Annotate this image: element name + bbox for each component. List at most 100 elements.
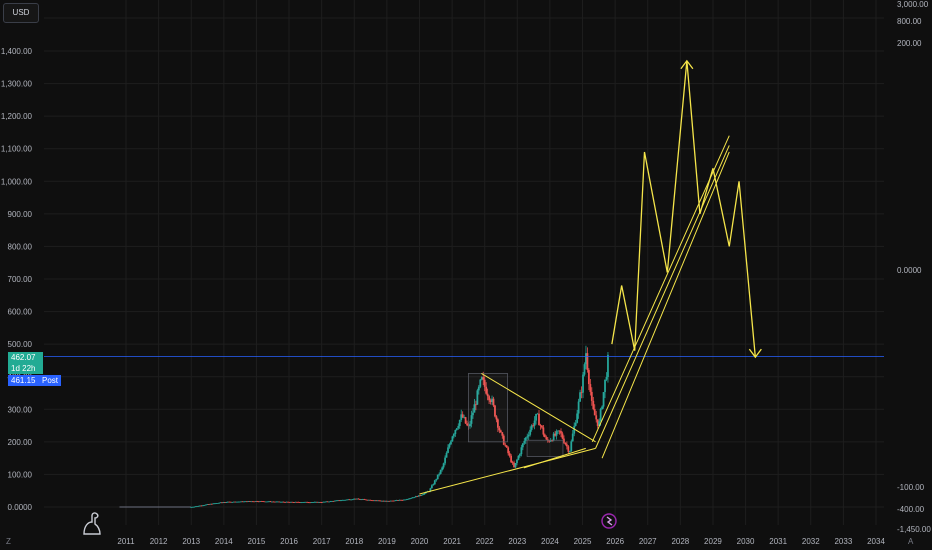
candles	[119, 345, 609, 508]
candle-body	[202, 505, 204, 507]
candle-body	[520, 447, 523, 455]
candle-body	[316, 501, 319, 503]
candle-body	[420, 494, 423, 496]
candle-body	[276, 501, 279, 503]
candle-body	[571, 433, 574, 442]
candle-body	[479, 379, 482, 387]
candle-body	[260, 501, 263, 502]
candle-body	[419, 495, 422, 497]
candle-body	[438, 473, 441, 475]
y-tick-label: 800.00	[8, 242, 33, 251]
candle-body	[215, 503, 218, 504]
candle-body	[290, 501, 292, 503]
candle-body	[435, 479, 438, 481]
x-tick-label: 2013	[182, 537, 200, 546]
candle-body	[334, 500, 336, 502]
candle-body	[551, 440, 554, 442]
arrowhead-down	[748, 348, 762, 359]
auto-scale-label[interactable]: A	[908, 537, 914, 546]
candle-body	[602, 392, 605, 407]
candle-body	[259, 501, 262, 502]
y-tick-label: 1,300.00	[1, 80, 33, 89]
candle-body	[400, 499, 402, 501]
candle-body	[601, 406, 603, 409]
candle-body	[224, 502, 226, 503]
candle-body	[328, 501, 331, 503]
candle-body	[338, 500, 341, 502]
candle-body	[401, 500, 404, 501]
replay-icon[interactable]	[601, 513, 617, 529]
candle-body	[386, 500, 389, 502]
candle-body	[225, 502, 228, 503]
candle-body	[580, 392, 583, 394]
candle-body	[251, 501, 254, 503]
candle-body	[381, 500, 383, 502]
candle-body	[526, 436, 529, 438]
candle-body	[206, 504, 209, 505]
candle-body	[455, 428, 458, 430]
candle-body	[417, 495, 420, 497]
candle-body	[397, 500, 400, 501]
candle-body	[558, 430, 561, 432]
candle-body	[423, 492, 426, 495]
candle-body	[448, 444, 451, 448]
candle-body	[379, 500, 382, 502]
candle-body	[445, 452, 448, 458]
y-tick-label: 0.0000	[8, 503, 33, 512]
x-tick-label: 2032	[802, 537, 820, 546]
candle-body	[237, 501, 240, 503]
candle-body	[521, 443, 524, 448]
x-tick-label: 2017	[313, 537, 331, 546]
candle-body	[583, 364, 586, 375]
candle-body	[240, 501, 243, 503]
candle-body	[332, 501, 335, 502]
candle-body	[317, 502, 320, 503]
y-tick-label: 600.00	[8, 308, 33, 317]
candle-body	[577, 401, 580, 414]
candle-body	[430, 485, 433, 489]
bar-countdown-tag: 1d 22h	[8, 363, 43, 374]
x-tick-label: 2030	[737, 537, 755, 546]
currency-button[interactable]: USD	[3, 3, 39, 23]
x-axis-labels: 2011 2012 2013 2014 2015 2016 2017 2018 2019 2020…	[117, 537, 885, 546]
bottom-left-corner-label[interactable]: Z	[6, 537, 11, 546]
candle-body	[197, 505, 200, 507]
candle-body	[587, 369, 590, 385]
candle-body	[444, 457, 446, 464]
candle-body	[221, 502, 223, 504]
candle-body	[457, 426, 460, 429]
candle-body	[243, 501, 245, 503]
x-tick-label: 2020	[411, 537, 429, 546]
candle-body	[516, 459, 518, 464]
candle-body	[191, 506, 194, 508]
candle-body	[574, 422, 577, 426]
candle-body	[560, 431, 562, 434]
candle-body	[517, 455, 520, 460]
x-tick-label: 2028	[671, 537, 689, 546]
y-axis-labels: 0.0000100.00200.00300.00400.00500.00600.…	[1, 47, 33, 512]
candle-body	[450, 441, 452, 445]
x-tick-label: 2018	[345, 537, 363, 546]
candle-body	[190, 507, 193, 508]
candle-body	[398, 499, 401, 501]
candle-body	[227, 501, 229, 503]
candle-body	[442, 463, 445, 468]
candle-body	[375, 500, 378, 502]
candle-body	[253, 501, 256, 503]
candle-body	[238, 501, 241, 503]
candle-body	[492, 398, 495, 406]
post-market-label: Post	[39, 375, 62, 386]
candle-body	[300, 502, 303, 504]
y-tick-label: 100.00	[8, 470, 33, 479]
candle-body	[382, 500, 385, 502]
candle-body	[389, 500, 392, 502]
candle-body	[320, 502, 323, 504]
candle-body	[407, 498, 410, 500]
x-tick-label: 2027	[639, 537, 657, 546]
candle-body	[403, 499, 405, 501]
candle-body	[539, 425, 542, 426]
candle-body	[370, 500, 373, 502]
candle-body	[466, 423, 468, 426]
candle-body	[502, 435, 505, 445]
